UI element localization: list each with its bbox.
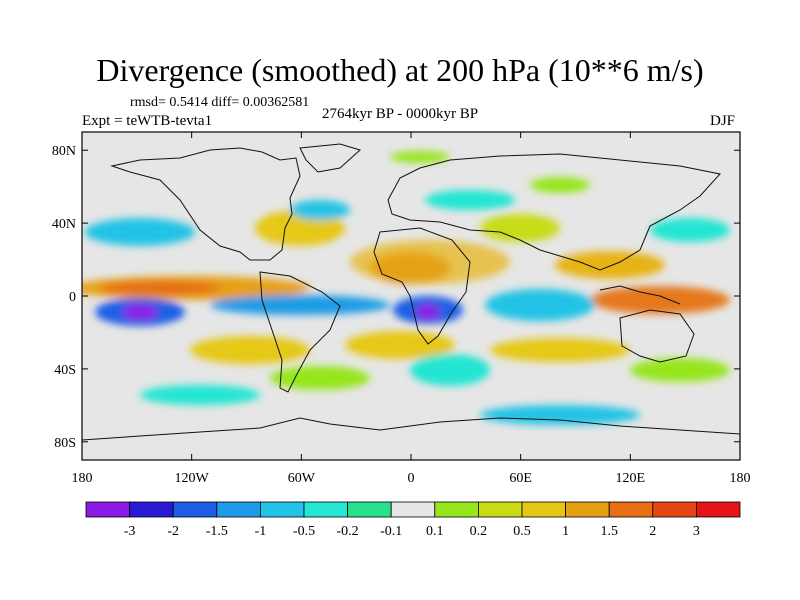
period-label: 2764kyr BP - 0000kyr BP (322, 106, 479, 122)
x-tick-label: 180 (730, 471, 751, 486)
chart-title: Divergence (smoothed) at 200 hPa (10**6 … (96, 52, 704, 88)
blob-nh-cyan2 (650, 218, 730, 242)
colorbar-swatch (608, 501, 654, 518)
colorbar-label: -0.5 (293, 524, 315, 539)
blob-southpac-positive (190, 336, 310, 364)
coast-eurasia (387, 153, 721, 271)
blob-eq-negative (210, 295, 390, 315)
y-axis: 80N 40N 0 40S 80S (52, 144, 740, 451)
colorbar-swatch (477, 501, 523, 518)
coast-australia (619, 309, 695, 363)
y-tick-label: 80S (54, 436, 76, 451)
blob-so-band1 (140, 385, 260, 405)
blob-nh-positive2 (480, 214, 560, 242)
x-tick-label: 0 (408, 471, 415, 486)
blob-southern-positive (490, 338, 630, 362)
season-label: DJF (710, 113, 736, 129)
experiment-label: Expt = teWTB-tevta1 (82, 113, 213, 129)
x-tick-label: 120W (175, 471, 210, 486)
colorbar-swatch (390, 501, 436, 518)
blob-asia-positive (555, 251, 665, 279)
y-tick-label: 0 (69, 290, 76, 305)
x-tick-label: 60W (288, 471, 316, 486)
x-tick-label: 60E (509, 471, 532, 486)
blob-sh-green (270, 366, 370, 390)
colorbar-label: -2 (167, 524, 179, 539)
blob-africa-min (416, 304, 440, 320)
colorbar-label: 0.2 (470, 524, 488, 539)
blob-southatl-positive (345, 331, 455, 359)
blob-indian-negative (485, 289, 595, 321)
colorbar-label: -3 (124, 524, 136, 539)
y-tick-label: 40S (54, 363, 76, 378)
blob-nh-cyan (425, 190, 515, 210)
colorbar-label: -1.5 (206, 524, 228, 539)
colorbar-label: 1 (562, 524, 569, 539)
colorbar-swatch (129, 501, 174, 518)
plot-area (81, 131, 741, 461)
colorbar: -3 -2 -1.5 -1 -0.5 -0.2 -0.1 0.1 0.2 0.5 1 1.5 2 3 (85, 501, 741, 539)
colorbar-label: -0.2 (337, 524, 359, 539)
blob-natl-negative (290, 200, 350, 220)
colorbar-label: 3 (693, 524, 700, 539)
coastlines (82, 143, 740, 441)
colorbar-label: 0.5 (513, 524, 531, 539)
colorbar-swatch (85, 501, 130, 518)
colorbar-swatch (172, 501, 218, 518)
blob-pacific-core (100, 281, 220, 295)
colorbar-label: 1.5 (600, 524, 618, 539)
y-tick-label: 40N (52, 217, 76, 232)
y-tick-label: 80N (52, 144, 76, 159)
blob-npac-negative (85, 218, 195, 246)
colorbar-label: 2 (649, 524, 656, 539)
x-tick-label: 120E (616, 471, 646, 486)
colorbar-swatch (434, 501, 479, 518)
colorbar-swatch (652, 501, 697, 518)
x-tick-label: 180 (72, 471, 93, 486)
blob-maritime (590, 286, 730, 314)
blob-spcz-min (122, 304, 158, 320)
x-axis: 180 120W 60W 0 60E 120E 180 (72, 132, 751, 486)
colorbar-label: -0.1 (380, 524, 402, 539)
blob-north-africa-outer (350, 240, 510, 284)
coast-antarctica (82, 417, 740, 441)
blob-sh-green2 (630, 358, 730, 382)
blob-arctic-green2 (530, 177, 590, 193)
colorbar-swatch (565, 501, 610, 518)
colorbar-swatch (347, 501, 392, 518)
colorbar-swatch (696, 501, 741, 518)
colorbar-swatch (216, 501, 261, 518)
colorbar-swatch (303, 501, 348, 518)
coast-south-america (259, 271, 341, 393)
colorbar-label: -1 (255, 524, 267, 539)
blob-so-band2 (480, 405, 640, 425)
coast-north-america (110, 147, 301, 261)
field-layer (82, 151, 730, 425)
blob-sh-cyan (410, 354, 490, 386)
colorbar-swatch (521, 501, 566, 518)
stats-text: rmsd= 0.5414 diff= 0.00362581 (130, 95, 310, 110)
coast-greenland (299, 143, 361, 173)
blob-arctic-green (390, 151, 450, 163)
colorbar-swatch (259, 501, 305, 518)
coast-africa (373, 227, 471, 345)
colorbar-label: 0.1 (426, 524, 444, 539)
coast-maritime (599, 285, 681, 305)
